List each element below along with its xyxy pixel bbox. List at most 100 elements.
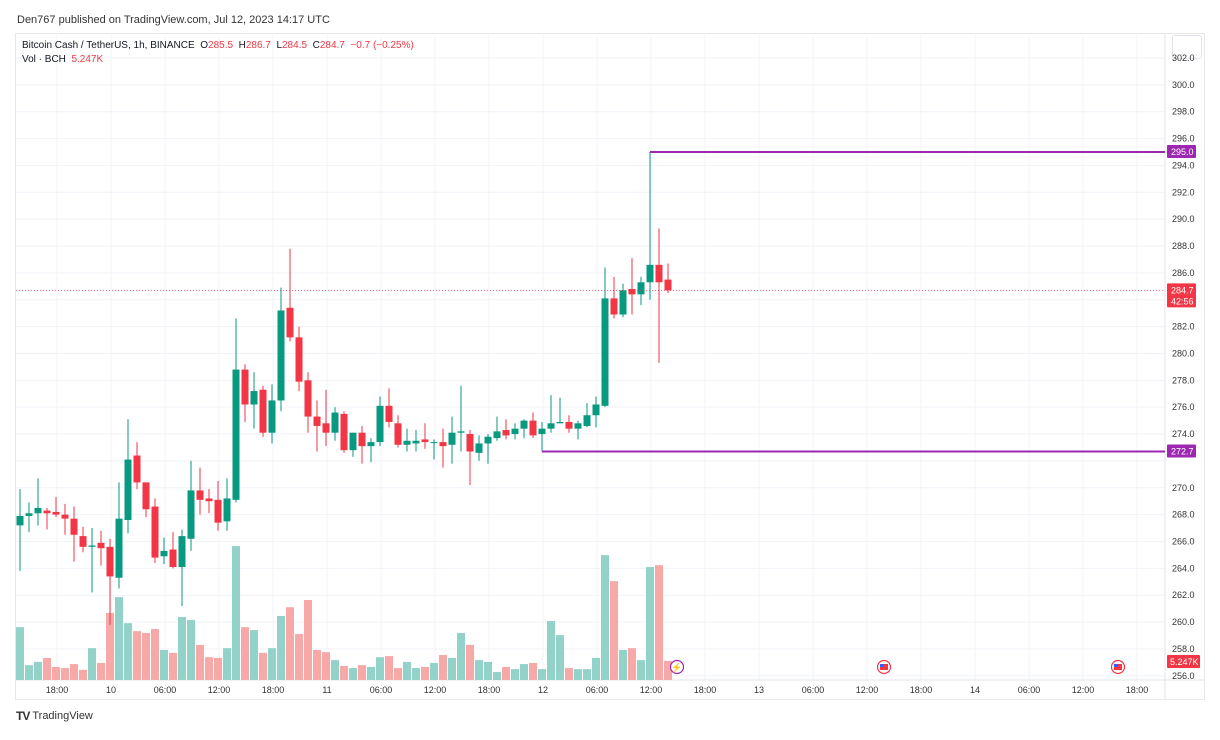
time-axis-label: 06:00 <box>586 685 609 695</box>
candle-body <box>178 536 186 567</box>
volume-bar <box>592 657 600 680</box>
volume-bar <box>214 657 222 680</box>
volume-bar <box>313 649 321 680</box>
volume-bar <box>547 620 555 680</box>
candle-body <box>70 518 78 535</box>
volume-bar <box>457 632 465 680</box>
price-axis-label: 288.0 <box>1172 241 1195 251</box>
time-axis-label: 18:00 <box>910 685 933 695</box>
volume-bar <box>376 657 384 680</box>
candle-body <box>376 405 384 443</box>
lightning-glyph: ⚡ <box>671 662 682 674</box>
candle-body <box>493 431 501 439</box>
time-axis-label: 14 <box>970 685 980 695</box>
volume-bar <box>16 627 24 680</box>
volume-bar <box>295 634 303 680</box>
countdown-label: 42:56 <box>1171 296 1194 306</box>
level-price-badge <box>1167 145 1196 159</box>
volume-bar <box>142 632 150 680</box>
time-axis-label: 18:00 <box>1126 685 1149 695</box>
volume-bar <box>34 661 42 680</box>
price-axis-label: 270.0 <box>1172 483 1195 493</box>
volume-bar <box>619 649 627 680</box>
candle-body <box>646 264 654 283</box>
candle-body <box>286 307 294 338</box>
volume-badge-label: 5.247K <box>1170 657 1199 667</box>
level-price-label: 272.7 <box>1171 446 1194 456</box>
candle-body <box>664 279 672 291</box>
time-axis-label: 10 <box>106 685 116 695</box>
flag-canton <box>1114 664 1118 667</box>
candle-body <box>16 515 24 526</box>
price-axis-label: 260.0 <box>1172 617 1195 627</box>
volume-badge <box>1167 655 1200 669</box>
volume-bar <box>502 666 510 680</box>
volume-bar <box>61 668 69 680</box>
candle-body <box>97 542 105 549</box>
volume-bar <box>574 669 582 680</box>
price-axis-label: 290.0 <box>1172 214 1195 224</box>
candle-body <box>88 545 96 547</box>
candle-body <box>268 400 276 433</box>
candle-body <box>250 391 258 405</box>
lightning-icon <box>669 659 685 675</box>
chart-frame <box>15 33 1205 700</box>
candle-body <box>547 423 555 429</box>
candle-body <box>592 404 600 416</box>
candle-body <box>115 518 123 578</box>
volume-bar <box>340 665 348 680</box>
symbol-legend: Bitcoin Cash / TetherUS, 1h, BINANCE O28… <box>22 39 414 53</box>
flag-canton <box>880 664 884 667</box>
close-value: 284.7 <box>319 40 345 51</box>
volume-bar <box>268 648 276 680</box>
candle-body <box>133 455 141 483</box>
volume-bar <box>556 635 564 680</box>
volume-bar <box>511 669 519 680</box>
time-axis-label: 06:00 <box>370 685 393 695</box>
candle-body <box>385 405 393 422</box>
candle-body <box>313 416 321 426</box>
volume-bar <box>430 662 438 680</box>
volume-bar <box>286 607 294 680</box>
volume-bar <box>196 644 204 680</box>
candle-body <box>655 264 663 283</box>
volume-bar <box>637 660 645 680</box>
high-value: 286.7 <box>245 40 271 51</box>
chart-settings-button[interactable] <box>1172 35 1202 59</box>
volume-bar <box>25 665 33 680</box>
price-axis-label: 294.0 <box>1172 160 1195 170</box>
candle-body <box>160 550 168 557</box>
volume-bar <box>475 660 483 680</box>
candle-body <box>367 442 375 447</box>
last-price-label: 284.7 <box>1171 285 1194 295</box>
volume-bar <box>439 655 447 680</box>
volume-bar <box>133 631 141 680</box>
candle-body <box>349 432 357 451</box>
candle-body <box>106 546 114 577</box>
volume-bar <box>160 649 168 680</box>
time-axis-label: 18:00 <box>478 685 501 695</box>
candle-body <box>484 436 492 444</box>
candle-body <box>529 420 537 436</box>
candle-body <box>214 499 222 523</box>
volume-bar <box>52 666 60 680</box>
candle-body <box>124 459 132 520</box>
candle-body <box>169 549 177 567</box>
volume-bar <box>277 615 285 680</box>
high-label: H <box>238 40 246 51</box>
volume-bar <box>358 665 366 680</box>
candle-body <box>196 490 204 500</box>
volume-bar <box>655 565 663 680</box>
publisher-line: Den767 published on TradingView.com, Jul… <box>17 14 330 26</box>
volume-bar <box>538 669 546 680</box>
volume-bar <box>304 599 312 680</box>
time-axis-label: 12:00 <box>640 685 663 695</box>
candle-body <box>520 420 528 429</box>
candle-body <box>277 310 285 401</box>
candle-body <box>637 282 645 295</box>
candle-body <box>412 440 420 444</box>
candle-body <box>583 415 591 426</box>
candle-body <box>61 514 69 519</box>
time-axis-label: 11 <box>322 685 331 695</box>
